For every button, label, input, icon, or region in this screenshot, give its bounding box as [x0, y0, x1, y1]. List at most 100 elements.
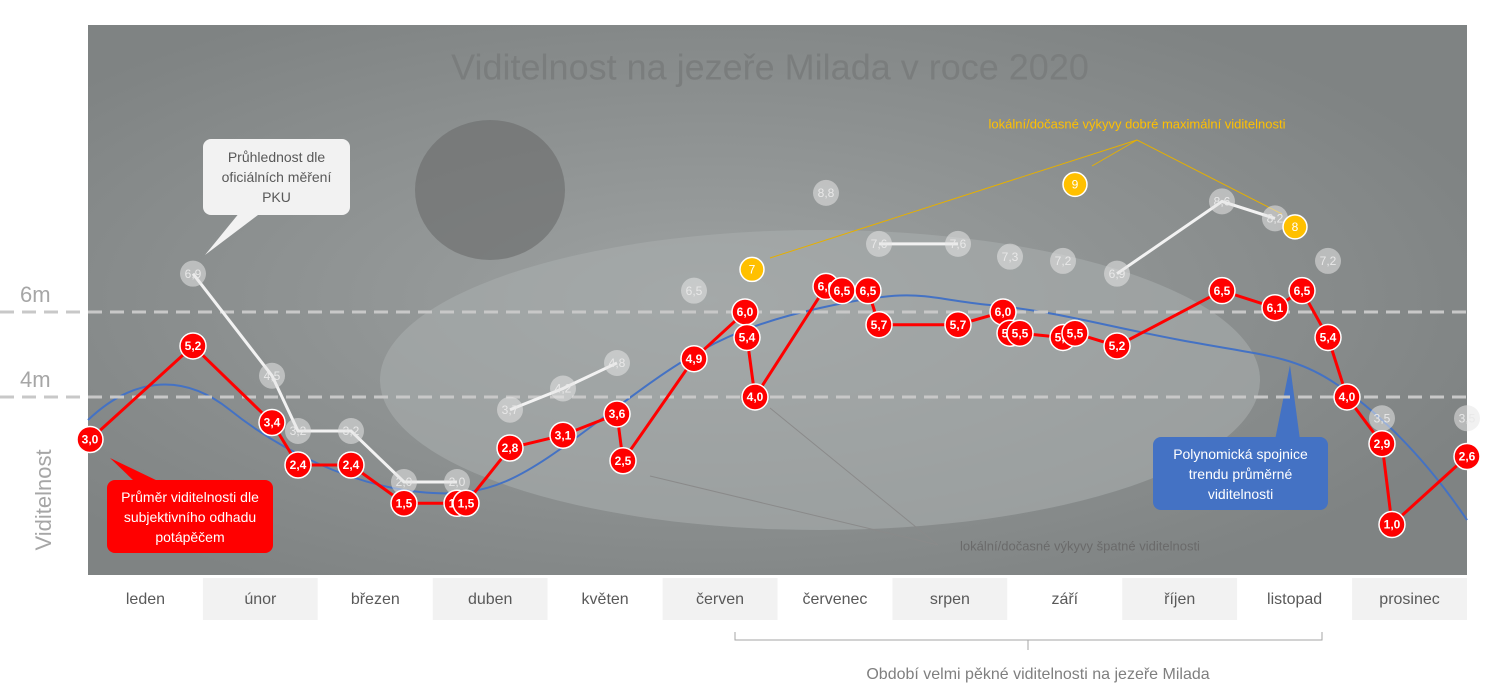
data-label: 5,7	[950, 318, 967, 332]
data-label: 1,0	[1384, 518, 1401, 532]
month-band	[892, 578, 1008, 620]
data-label: 6,0	[995, 305, 1012, 319]
data-label: 3,4	[264, 416, 281, 430]
data-point	[452, 489, 480, 517]
data-point	[1006, 319, 1034, 347]
data-label: 9	[1072, 178, 1079, 192]
data-label: 7,6	[950, 237, 967, 251]
data-point	[390, 489, 418, 517]
callout-red: Průměr viditelnosti dle subjektivního od…	[107, 480, 273, 553]
data-label: 5,2	[1109, 339, 1126, 353]
data-label: 7,3	[1002, 250, 1019, 264]
data-label: 4,5	[264, 369, 281, 383]
data-point	[680, 344, 708, 373]
data-label: 8,2	[1267, 212, 1284, 226]
data-label: 5,2	[185, 339, 202, 353]
data-point	[866, 230, 892, 257]
data-point	[733, 323, 761, 352]
data-label: 6,0	[737, 305, 754, 319]
callout-tail	[205, 212, 262, 255]
callout-tail	[110, 458, 160, 482]
data-point	[1378, 510, 1406, 539]
data-label: 6,5	[1214, 284, 1231, 298]
x-tick-label: květen	[582, 591, 629, 608]
data-label: 3,7	[502, 403, 519, 417]
month-band	[1237, 578, 1353, 620]
month-band	[432, 578, 548, 620]
callout-blue: Polynomická spojnice trendu průměrné vid…	[1153, 437, 1328, 510]
data-label: 5,5	[1012, 326, 1029, 340]
data-point	[609, 446, 637, 475]
data-point	[259, 362, 285, 389]
data-point	[284, 451, 312, 479]
data-label: 6,5	[860, 284, 877, 298]
data-point	[1062, 171, 1088, 198]
data-label: 8,8	[818, 186, 835, 200]
data-label: 8	[1292, 220, 1299, 234]
data-point	[1050, 247, 1076, 274]
data-label: 7,2	[1055, 254, 1072, 268]
data-label: 4,0	[747, 390, 764, 404]
x-tick-label: srpen	[930, 591, 970, 608]
month-band	[88, 578, 203, 620]
month-band	[1352, 578, 1467, 620]
month-band	[317, 578, 433, 620]
bracket-label: Období velmi pěkné viditelnosti na jezeř…	[866, 666, 1209, 683]
data-point	[285, 417, 311, 444]
data-label: 6,5	[686, 284, 703, 298]
data-point	[813, 179, 839, 206]
x-tick-label: duben	[468, 591, 513, 608]
data-label: 7,2	[1320, 254, 1337, 268]
data-point	[1454, 405, 1480, 432]
data-label: 2,4	[290, 458, 307, 472]
data-label: 2,9	[1374, 437, 1391, 451]
data-point	[1368, 429, 1396, 458]
data-point	[444, 468, 470, 495]
data-point	[1209, 188, 1235, 215]
x-tick-label: říjen	[1164, 591, 1195, 608]
data-point	[945, 230, 971, 257]
data-point	[681, 277, 707, 304]
data-point	[854, 276, 882, 305]
data-point	[1061, 319, 1089, 347]
data-label: 4,9	[686, 352, 703, 366]
data-point	[391, 468, 417, 495]
data-label: 2,0	[396, 475, 413, 489]
data-label: 7	[749, 263, 756, 277]
data-label: 5,4	[1320, 331, 1337, 345]
month-band	[662, 578, 778, 620]
y-axis-label: Viditelnost	[31, 449, 56, 550]
bracket	[734, 632, 1323, 650]
month-band	[1122, 578, 1238, 620]
data-point	[180, 260, 206, 287]
data-point	[337, 451, 365, 479]
data-point	[741, 383, 769, 411]
data-point	[496, 434, 524, 462]
x-tick-label: červenec	[802, 591, 867, 608]
data-label: 3,5	[1374, 411, 1391, 425]
data-label: 5,7	[871, 318, 888, 332]
data-point	[1453, 442, 1481, 471]
data-point	[1315, 247, 1341, 274]
x-tick-label: leden	[126, 591, 165, 608]
data-label: 5,5	[1067, 326, 1084, 340]
data-point	[1104, 260, 1130, 287]
data-label: 1,5	[396, 496, 413, 510]
data-label: 3,5	[1459, 411, 1476, 425]
data-label: 6,9	[1109, 267, 1126, 281]
data-point	[865, 310, 893, 339]
data-label: 2,6	[1459, 450, 1476, 464]
month-band	[547, 578, 663, 620]
data-label: 3,0	[82, 433, 99, 447]
data-point	[604, 349, 630, 376]
data-point	[338, 417, 364, 444]
data-point	[549, 421, 577, 449]
data-label: 6,5	[834, 284, 851, 298]
data-point	[76, 425, 104, 454]
data-label: 7,6	[871, 237, 888, 251]
data-point	[1333, 383, 1361, 411]
data-point	[1261, 293, 1289, 322]
x-tick-label: únor	[244, 591, 277, 608]
